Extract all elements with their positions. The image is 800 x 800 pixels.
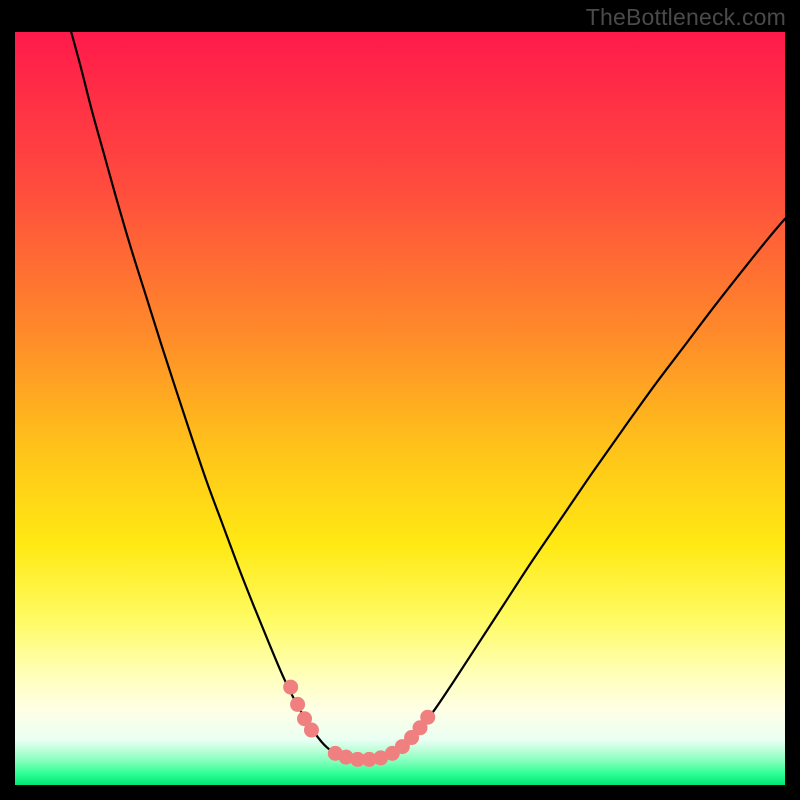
gradient-panel bbox=[15, 32, 785, 785]
marker-dot bbox=[420, 710, 435, 725]
marker-dot bbox=[304, 723, 319, 738]
marker-dot bbox=[290, 697, 305, 712]
chart-stage: TheBottleneck.com bbox=[0, 0, 800, 800]
bottleneck-curve-chart bbox=[0, 0, 800, 800]
marker-dot bbox=[283, 680, 298, 695]
